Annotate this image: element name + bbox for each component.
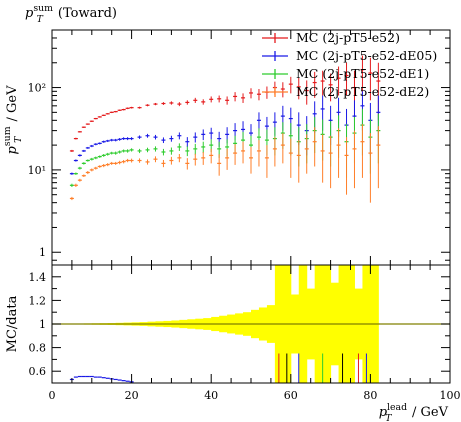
ratio-y-axis: 0.6 0.8 1 1.2 1.4	[29, 271, 450, 378]
series-MC (2j-pT5-e52-dE05)	[69, 91, 381, 175]
x-tick-label: 80	[363, 389, 377, 402]
ratio-y-tick-label: 0.6	[29, 365, 47, 378]
series-MC (2j-pT5-e52-dE1)	[69, 108, 381, 187]
legend-label: MC (2j-pT5-e52-dE1)	[296, 66, 429, 81]
y-axis-label: psumT / GeV	[2, 85, 24, 155]
ratio-series-blue	[69, 375, 134, 383]
ratio-marks	[52, 265, 450, 383]
x-axis: 0 20 40 60 80 100	[49, 265, 461, 402]
main-panel: 1 10¹ 10²	[28, 29, 451, 266]
x-tick-label: 60	[284, 389, 298, 402]
y-tick-label: 1	[39, 246, 46, 259]
ratio-y-tick-label: 1.4	[29, 271, 47, 284]
x-tick-label: 20	[125, 389, 139, 402]
main-y-axis: 1 10¹ 10²	[28, 29, 450, 261]
ratio-y-tick-label: 1.2	[29, 294, 47, 307]
series-MC (2j-pT5-e52)	[69, 55, 381, 152]
x-axis-label: plead T / GeV	[379, 402, 449, 422]
main-x-ticks	[51, 30, 451, 265]
ratio-y-axis-label: MC/data	[5, 295, 20, 352]
legend-label: MC (2j-pT5-e52)	[296, 30, 400, 45]
main-series-marks	[69, 55, 381, 203]
x-tick-label: 0	[49, 389, 56, 402]
chart-title: psum T (Toward)	[25, 3, 117, 25]
x-tick-label: 40	[204, 389, 218, 402]
ratio-panel: 0.6 0.8 1 1.2 1.4 0 20 40 60 80 100	[29, 264, 461, 402]
legend-label: MC (2j-pT5-e52-dE05)	[296, 48, 437, 63]
y-tick-label: 10²	[28, 82, 46, 95]
x-tick-label: 100	[440, 389, 461, 402]
series-MC (2j-pT5-e52-dE2)	[69, 124, 381, 203]
y-tick-label: 10¹	[28, 164, 46, 177]
ratio-y-tick-label: 0.8	[29, 342, 47, 355]
legend: MC (2j-pT5-e52) MC (2j-pT5-e52-dE05) MC (2…	[262, 30, 437, 99]
legend-label: MC (2j-pT5-e52-dE2)	[296, 84, 429, 99]
ratio-y-tick-label: 1	[39, 318, 46, 331]
